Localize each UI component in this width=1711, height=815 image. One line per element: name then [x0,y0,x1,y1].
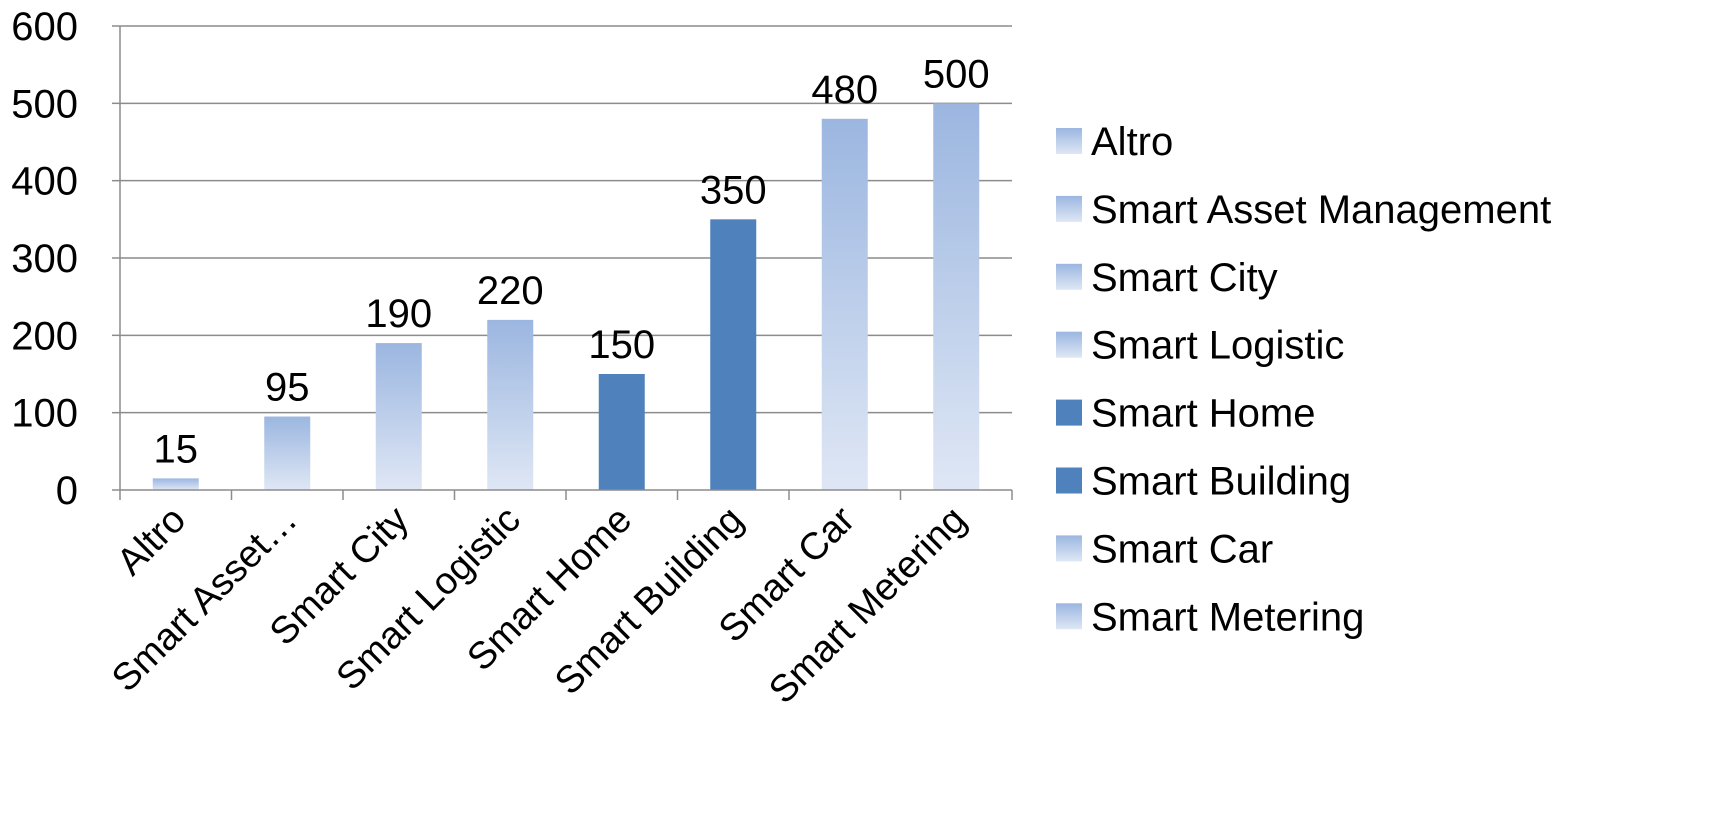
legend-label: Smart City [1091,256,1278,300]
data-label: 15 [154,427,199,471]
y-tick-label: 500 [11,82,78,126]
data-label: 150 [588,323,655,367]
legend-label: Smart Metering [1091,595,1364,639]
bars [152,103,980,491]
legend: Altro Smart Asset Management Smart City Sma… [1056,120,1551,639]
y-tick-label: 0 [56,469,78,513]
legend-swatch [1056,535,1082,562]
bar-smart-city [375,343,422,490]
legend-swatch [1056,128,1082,154]
data-label: 480 [811,68,878,112]
legend-swatch [1056,399,1082,426]
bar-smart-car [821,118,868,491]
legend-swatch [1056,263,1082,290]
gridlines [120,25,1012,414]
legend-swatch [1056,195,1082,222]
x-tick-label: Altro [109,499,194,584]
legend-label: Smart Logistic [1091,324,1344,368]
data-label: 220 [477,269,544,313]
legend-label: Smart Home [1091,392,1316,436]
data-label: 190 [365,292,432,336]
y-tick-label: 200 [11,314,78,358]
bar-smart-asset-management [264,416,311,490]
bar-smart-building [710,219,757,491]
y-axis: 0 100 200 300 400 500 600 [11,5,121,513]
bar-smart-metering [933,103,980,490]
data-label: 350 [700,168,767,212]
legend-label: Altro [1091,120,1173,164]
legend-swatch [1056,467,1082,494]
legend-swatch [1056,331,1082,358]
x-tick-label: Smart Metering [761,499,974,712]
legend-label: Smart Car [1091,527,1273,571]
bar-smart-logistic [487,319,534,490]
data-label: 95 [265,366,310,410]
y-tick-label: 300 [11,237,78,281]
x-tick-label: Smart Building [547,499,751,703]
legend-swatch [1056,603,1082,630]
y-tick-label: 400 [11,160,78,204]
data-label: 500 [923,52,990,96]
y-tick-label: 100 [11,392,78,436]
data-labels: 15 95 190 220 150 350 480 500 [154,52,990,471]
legend-label: Smart Building [1091,460,1351,504]
y-tick-label: 600 [11,5,78,49]
legend-label: Smart Asset Management [1091,188,1551,232]
bar-altro [152,478,199,490]
bar-smart-home [598,374,645,490]
